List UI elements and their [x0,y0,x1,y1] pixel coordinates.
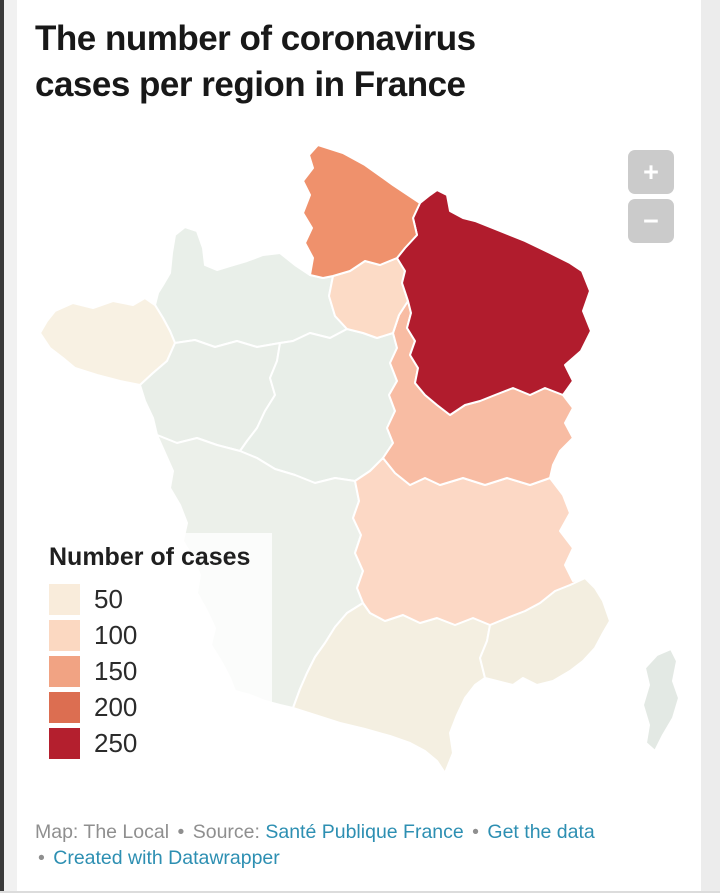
created-with-datawrapper-link[interactable]: Created with Datawrapper [53,847,280,870]
separator-dot: • [38,847,45,870]
separator-dot: • [177,821,185,843]
page-title-line2: cases per region in France [35,65,466,105]
region-corse[interactable] [642,648,680,752]
legend-label: 150 [94,656,138,686]
legend-title: Number of cases [49,543,251,571]
legend-label: 200 [94,692,138,722]
zoom-out-button[interactable]: − [628,199,674,243]
window-left-edge [0,0,4,893]
legend-swatch [49,728,80,759]
map-legend: Number of cases 50 100 150 200 250 [33,533,273,778]
page-title: The number of coronavirus cases per regi… [35,16,655,108]
source-label: Source: [192,821,260,843]
legend-item: 50 [49,584,250,615]
legend-label: 100 [94,620,138,650]
page-left-gutter [4,0,17,893]
legend-swatch [49,692,80,723]
legend-label: 250 [94,728,138,758]
legend-swatch [49,620,80,651]
region-grand-est[interactable] [396,189,592,416]
zoom-in-button[interactable]: + [628,150,674,194]
map-zoom-controls: + − [628,150,674,248]
plus-icon: + [643,157,659,187]
get-the-data-link[interactable]: Get the data [487,821,595,843]
minus-icon: − [643,206,659,236]
separator-dot: • [472,821,479,843]
page-bottom-divider [0,891,720,893]
legend-label: 50 [94,584,123,614]
map-credit-text: Map: The Local [35,821,170,843]
legend-item: 150 [49,656,250,687]
legend-swatch [49,584,80,615]
legend-item: 200 [49,692,250,723]
source-link[interactable]: Santé Publique France [265,821,464,843]
footer-attribution: Map: The Local • Source: Santé Publique … [35,819,690,872]
page-right-gutter [701,0,720,893]
region-hauts-de-france[interactable] [302,144,421,279]
legend-item: 250 [49,728,250,759]
legend-item: 100 [49,620,250,651]
legend-swatch [49,656,80,687]
page-title-line1: The number of coronavirus [35,19,476,58]
